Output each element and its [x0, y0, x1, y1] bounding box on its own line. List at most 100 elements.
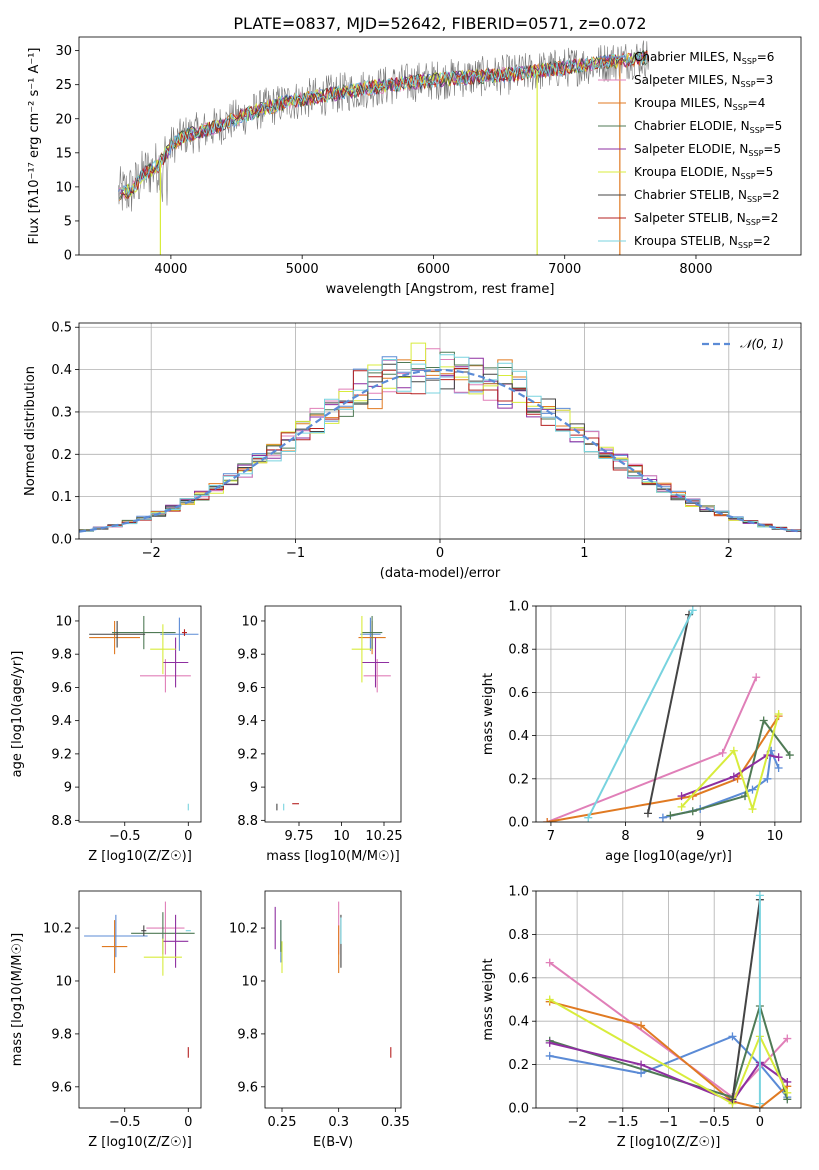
x-tick-label: 10	[767, 829, 784, 844]
x-tick-label: 0	[756, 1115, 764, 1130]
y-tick-label: 9.4	[51, 714, 72, 729]
mass-weight-marker	[688, 807, 697, 816]
legend-entry: Chabrier MILES, NSSP=6	[634, 50, 774, 66]
legend-entry: Kroupa STELIB, NSSP=2	[634, 234, 771, 250]
x-tick-label: −1	[286, 546, 305, 561]
y-tick-label: 10.2	[43, 922, 72, 937]
mass-weight-marker	[677, 792, 686, 801]
mass-weight-vs-metallicity-panel: −2 −1.5 −1 −0.5 0 0.0 0.2 0.4 0.6 0.8 1.0 Z [log10(…	[481, 885, 802, 1150]
legend-entry: Salpeter MILES, NSSP=3	[634, 73, 773, 89]
x-axis-label: mass [log10(M/M☉)]	[266, 849, 399, 864]
x-tick-label: 0.3	[328, 1115, 349, 1130]
y-tick-label: 9.2	[51, 747, 72, 762]
mass-weight-marker	[729, 772, 738, 781]
legend-entry: Kroupa MILES, NSSP=4	[634, 96, 765, 112]
y-tick-label: 9	[250, 781, 258, 796]
y-tick-label: 9.4	[237, 714, 258, 729]
y-tick-label: 0.6	[508, 686, 529, 701]
x-tick-label: 4000	[154, 262, 187, 277]
axes-frame	[78, 322, 802, 540]
x-tick-label: 0	[184, 829, 192, 844]
y-tick-label: 0.4	[51, 363, 72, 378]
x-axis-label: Z [log10(Z/Z☉)]	[88, 1135, 192, 1150]
y-tick-label: 25	[55, 78, 72, 93]
y-tick-label: 10	[241, 974, 258, 989]
y-tick-label: 0.6	[508, 971, 529, 986]
mass-weight-marker	[755, 1099, 764, 1108]
y-tick-label: 9	[64, 781, 72, 796]
mass-weight-marker	[545, 1038, 554, 1047]
axes-frame	[535, 890, 802, 1109]
mass-weight-marker	[643, 809, 652, 818]
mass-weight-marker	[759, 716, 768, 725]
mass-weight-marker	[718, 748, 727, 757]
legend-entry: Chabrier ELODIE, NSSP=5	[634, 119, 782, 135]
axes-frame	[78, 605, 202, 823]
x-tick-label: 10	[333, 829, 350, 844]
mass-weight-marker	[584, 813, 593, 822]
mass-weight-marker	[783, 1034, 792, 1043]
mass-weight-series-line	[549, 998, 789, 1106]
mass-weight-marker	[637, 1021, 646, 1030]
age-vs-mass-panel: 9.75 10 10.25 8.8 9 9.2 9.4 9.6 9.8 10 mass [log10…	[237, 605, 403, 864]
y-tick-label: 0.5	[51, 321, 72, 336]
y-tick-label: 0.0	[508, 1102, 529, 1117]
mass-weight-marker	[774, 710, 783, 718]
y-axis-label: age [log10(age/yr)]	[10, 651, 25, 778]
y-tick-label: 9.6	[51, 1080, 72, 1095]
y-tick-label: 9.6	[237, 1080, 258, 1095]
x-tick-label: −2	[142, 546, 161, 561]
mass-weight-marker	[688, 606, 697, 615]
y-tick-label: 8.8	[237, 814, 258, 829]
x-tick-label: 1	[580, 546, 588, 561]
x-tick-label: 9	[696, 829, 704, 844]
mass-vs-metallicity-panel: −0.5 0 9.6 9.8 10 10.2 Z [log10(Z/Z☉)] mass [lo…	[10, 890, 202, 1150]
y-axis-label: Flux [fλ10⁻¹⁷ erg cm⁻² s⁻¹ A⁻¹]	[27, 48, 42, 245]
mass-weight-marker	[543, 818, 552, 822]
y-tick-label: 20	[55, 112, 72, 127]
mass-weight-marker	[545, 995, 554, 1004]
x-tick-label: 9.75	[285, 829, 314, 844]
y-tick-label: 10	[241, 614, 258, 629]
y-axis-label: Normed distribution	[23, 366, 38, 496]
x-tick-label: −0.5	[109, 829, 141, 844]
y-tick-label: 10	[55, 974, 72, 989]
y-tick-label: 9.8	[237, 648, 258, 663]
x-tick-label: 2	[725, 546, 733, 561]
mass-weight-marker	[677, 802, 686, 811]
x-tick-label: −1	[659, 1115, 678, 1130]
axes-frame	[264, 605, 402, 823]
mass-weight-marker	[729, 746, 738, 755]
mass-weight-marker	[637, 1069, 646, 1078]
y-axis-label: mass [log10(M/M☉)]	[10, 933, 25, 1066]
y-tick-label: 0.0	[508, 816, 529, 831]
x-axis-label: Z [log10(Z/Z☉)]	[88, 849, 192, 864]
mass-weight-marker	[774, 753, 783, 762]
y-tick-label: 10.2	[229, 922, 258, 937]
x-tick-label: 8000	[679, 262, 712, 277]
y-tick-label: 9.2	[237, 747, 258, 762]
x-tick-label: 0	[436, 546, 444, 561]
mass-weight-marker	[545, 958, 554, 967]
mass-weight-marker	[748, 805, 757, 814]
y-tick-label: 5	[64, 214, 72, 229]
figure-title: PLATE=0837, MJD=52642, FIBERID=0571, z=0…	[233, 14, 646, 33]
mass-weight-marker	[748, 785, 757, 794]
legend-entry: Kroupa ELODIE, NSSP=5	[634, 165, 773, 181]
y-tick-label: 0.2	[508, 1058, 529, 1073]
mass-weight-series-line	[681, 753, 779, 798]
y-tick-label: 30	[55, 44, 72, 59]
mass-weight-series-line	[680, 713, 780, 813]
y-axis-label: mass weight	[481, 673, 496, 755]
mass-weight-series-line	[647, 614, 690, 814]
axes-frame	[78, 890, 202, 1109]
y-tick-label: 0.2	[51, 448, 72, 463]
y-tick-label: 8.8	[51, 814, 72, 829]
legend-entry: Chabrier STELIB, NSSP=2	[634, 188, 780, 204]
y-tick-label: 10	[55, 180, 72, 195]
y-tick-label: 0.4	[508, 1015, 529, 1030]
y-tick-label: 1.0	[508, 600, 529, 615]
mass-weight-series-line	[731, 899, 761, 1100]
x-tick-label: 6000	[417, 262, 450, 277]
